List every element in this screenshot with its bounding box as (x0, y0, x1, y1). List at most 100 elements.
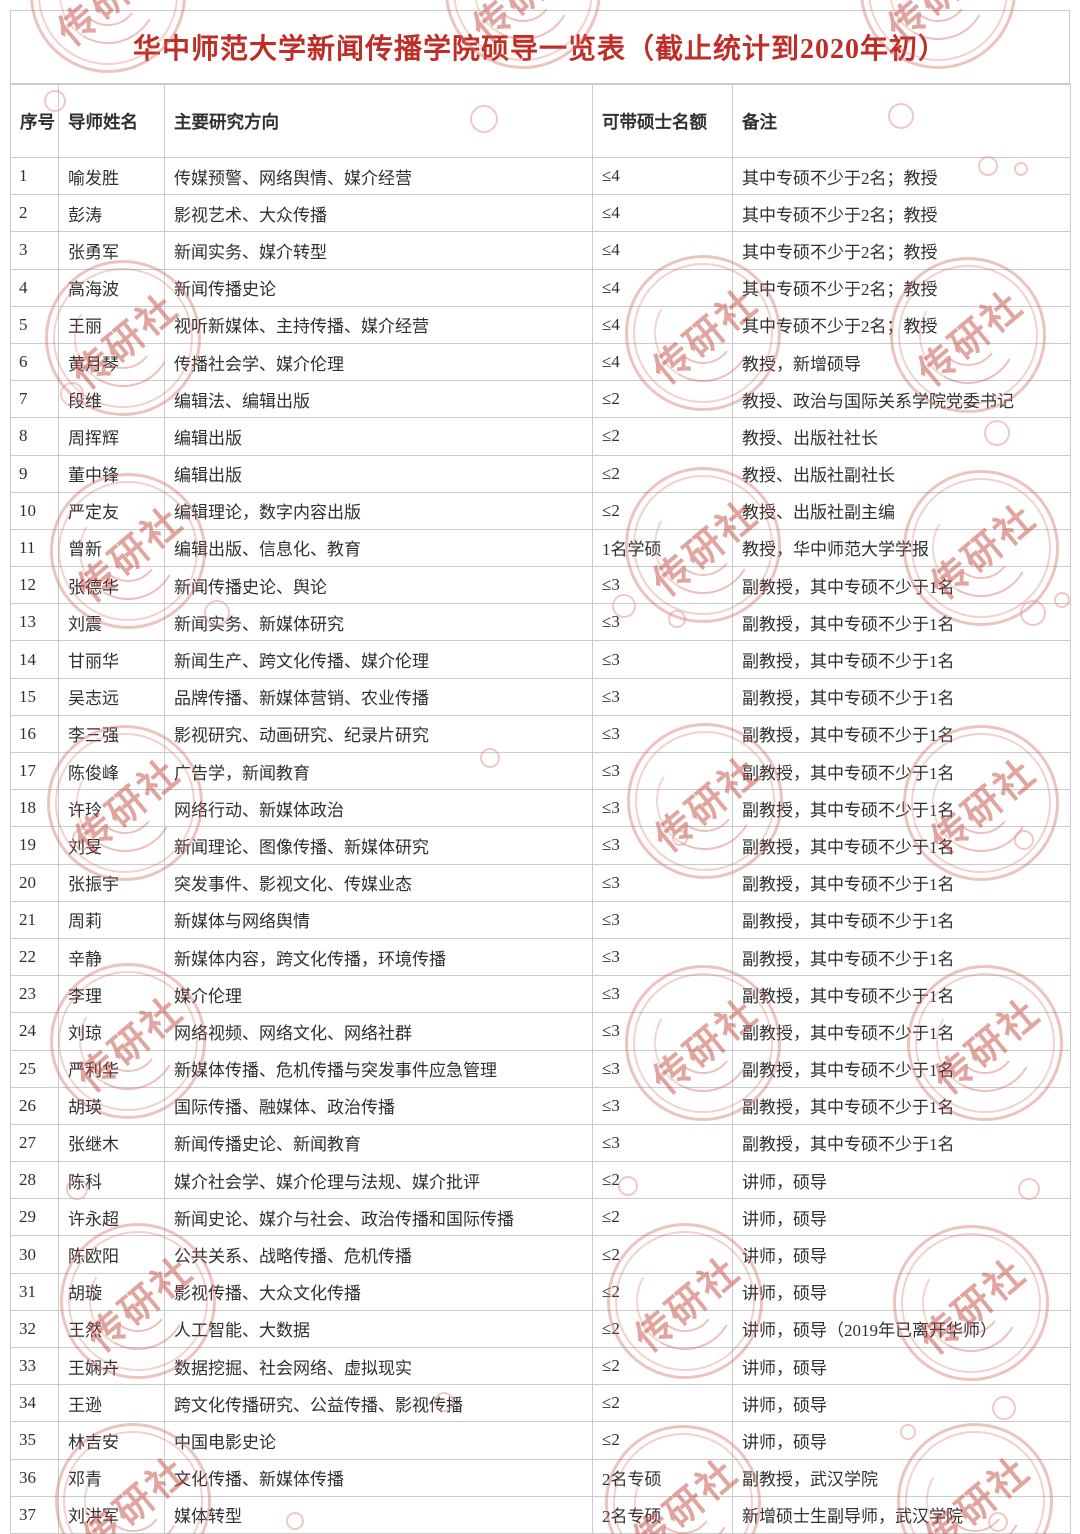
column-header-quota: 可带硕士名额 (592, 84, 733, 158)
research-direction: 视听新媒体、主持传播、媒介经营 (164, 305, 593, 344)
table-row: 22 辛静 新媒体内容，跨文化传播，环境传播 ≤3 副教授，其中专硕不少于1名 (10, 937, 1071, 977)
research-direction: 传媒预警、网络舆情、媒介经营 (164, 156, 593, 196)
remark: 教授、出版社社长 (732, 417, 1071, 456)
table-row: 9 董中锋 编辑出版 ≤2 教授、出版社副社长 (10, 454, 1071, 493)
remark: 副教授，其中专硕不少于1名 (732, 603, 1071, 642)
supervisor-name: 王娴卉 (58, 1346, 165, 1386)
table-row: 34 王逊 跨文化传播研究、公益传播、影视传播 ≤2 讲师，硕导 (10, 1384, 1071, 1423)
remark: 副教授，其中专硕不少于1名 (732, 677, 1071, 716)
research-direction: 新媒体与网络舆情 (164, 900, 593, 939)
quota: ≤3 (592, 789, 733, 828)
supervisor-name: 胡璇 (58, 1272, 165, 1311)
supervisor-name: 高海波 (58, 268, 165, 307)
row-number: 10 (10, 491, 59, 530)
quota: ≤2 (592, 1161, 733, 1200)
supervisor-name: 许玲 (58, 789, 165, 828)
remark: 副教授，其中专硕不少于1名 (732, 937, 1071, 977)
remark: 副教授，其中专硕不少于1名 (732, 1049, 1071, 1088)
research-direction: 媒介伦理 (164, 975, 593, 1014)
remark: 副教授，其中专硕不少于1名 (732, 789, 1071, 828)
row-number: 33 (10, 1346, 59, 1386)
table-row: 21 周莉 新媒体与网络舆情 ≤3 副教授，其中专硕不少于1名 (10, 900, 1071, 939)
remark: 副教授，其中专硕不少于1名 (732, 900, 1071, 939)
remark: 讲师，硕导 (732, 1161, 1071, 1200)
row-number: 13 (10, 603, 59, 642)
supervisor-name: 吴志远 (58, 677, 165, 716)
quota: ≤3 (592, 566, 733, 605)
table-row: 4 高海波 新闻传播史论 ≤4 其中专硕不少于2名；教授 (10, 268, 1071, 307)
supervisor-name: 彭涛 (58, 194, 165, 233)
supervisor-name: 周挥辉 (58, 417, 165, 456)
title-box: 华中师范大学新闻传播学院硕导一览表（截止统计到2020年初） (10, 10, 1070, 84)
research-direction: 新闻理论、图像传播、新媒体研究 (164, 826, 593, 865)
supervisor-name: 张德华 (58, 566, 165, 605)
remark: 副教授，其中专硕不少于1名 (732, 1012, 1071, 1051)
table-row: 10 严定友 编辑理论，数字内容出版 ≤2 教授、出版社副主编 (10, 491, 1071, 530)
research-direction: 编辑法、编辑出版 (164, 380, 593, 419)
row-number: 14 (10, 640, 59, 679)
quota: ≤3 (592, 640, 733, 679)
research-direction: 编辑出版、信息化、教育 (164, 528, 593, 568)
quota: ≤3 (592, 714, 733, 754)
supervisor-name: 黄月琴 (58, 342, 165, 382)
column-header-name: 导师姓名 (58, 84, 165, 158)
research-direction: 公共关系、战略传播、危机传播 (164, 1235, 593, 1274)
row-number: 22 (10, 937, 59, 977)
table-row: 13 刘震 新闻实务、新媒体研究 ≤3 副教授，其中专硕不少于1名 (10, 603, 1071, 642)
remark: 其中专硕不少于2名；教授 (732, 305, 1071, 344)
supervisor-name: 辛静 (58, 937, 165, 977)
supervisor-name: 严利华 (58, 1049, 165, 1088)
row-number: 18 (10, 789, 59, 828)
research-direction: 新闻实务、新媒体研究 (164, 603, 593, 642)
row-number: 29 (10, 1198, 59, 1237)
remark: 教授、政治与国际关系学院党委书记 (732, 380, 1071, 419)
supervisor-name: 张继木 (58, 1123, 165, 1163)
research-direction: 数据挖掘、社会网络、虚拟现实 (164, 1346, 593, 1386)
remark: 讲师，硕导 (732, 1346, 1071, 1386)
row-number: 34 (10, 1384, 59, 1423)
supervisor-name: 喻发胜 (58, 156, 165, 196)
remark: 讲师，硕导 (732, 1421, 1071, 1460)
quota: ≤2 (592, 1346, 733, 1386)
table-row: 33 王娴卉 数据挖掘、社会网络、虚拟现实 ≤2 讲师，硕导 (10, 1346, 1071, 1386)
table-row: 31 胡璇 影视传播、大众文化传播 ≤2 讲师，硕导 (10, 1272, 1071, 1311)
row-number: 3 (10, 231, 59, 270)
quota: ≤2 (592, 1272, 733, 1311)
table-row: 1 喻发胜 传媒预警、网络舆情、媒介经营 ≤4 其中专硕不少于2名；教授 (10, 156, 1071, 196)
table-row: 11 曾新 编辑出版、信息化、教育 1名学硕 教授，华中师范大学学报 (10, 528, 1071, 568)
quota: ≤2 (592, 380, 733, 419)
table-row: 7 段维 编辑法、编辑出版 ≤2 教授、政治与国际关系学院党委书记 (10, 380, 1071, 419)
research-direction: 突发事件、影视文化、传媒业态 (164, 863, 593, 902)
research-direction: 编辑理论，数字内容出版 (164, 491, 593, 530)
page-title: 华中师范大学新闻传播学院硕导一览表（截止统计到2020年初） (132, 34, 947, 65)
table-row: 2 彭涛 影视艺术、大众传播 ≤4 其中专硕不少于2名；教授 (10, 194, 1071, 233)
research-direction: 影视传播、大众文化传播 (164, 1272, 593, 1311)
remark: 副教授，其中专硕不少于1名 (732, 1086, 1071, 1125)
row-number: 7 (10, 380, 59, 419)
research-direction: 媒体转型 (164, 1495, 593, 1534)
supervisor-name: 许永超 (58, 1198, 165, 1237)
research-direction: 文化传播、新媒体传播 (164, 1458, 593, 1497)
quota: ≤2 (592, 1198, 733, 1237)
row-number: 25 (10, 1049, 59, 1088)
table-row: 3 张勇军 新闻实务、媒介转型 ≤4 其中专硕不少于2名；教授 (10, 231, 1071, 270)
row-number: 20 (10, 863, 59, 902)
remark: 副教授，其中专硕不少于1名 (732, 1123, 1071, 1163)
research-direction: 影视艺术、大众传播 (164, 194, 593, 233)
quota: ≤4 (592, 156, 733, 196)
table-row: 16 李三强 影视研究、动画研究、纪录片研究 ≤3 副教授，其中专硕不少于1名 (10, 714, 1071, 754)
remark: 新增硕士生副导师，武汉学院 (732, 1495, 1071, 1534)
research-direction: 新闻生产、跨文化传播、媒介伦理 (164, 640, 593, 679)
supervisor-name: 陈欧阳 (58, 1235, 165, 1274)
table-row: 29 许永超 新闻史论、媒介与社会、政治传播和国际传播 ≤2 讲师，硕导 (10, 1198, 1071, 1237)
quota: ≤2 (592, 491, 733, 530)
supervisors-table: 序号 导师姓名 主要研究方向 可带硕士名额 备注 1 喻发胜 传媒预警、网络舆情、媒… (10, 84, 1071, 1534)
remark: 副教授，其中专硕不少于1名 (732, 975, 1071, 1014)
table-row: 23 李理 媒介伦理 ≤3 副教授，其中专硕不少于1名 (10, 975, 1071, 1014)
supervisor-name: 曾新 (58, 528, 165, 568)
quota: ≤2 (592, 454, 733, 493)
remark: 副教授，其中专硕不少于1名 (732, 826, 1071, 865)
supervisor-name: 刘琼 (58, 1012, 165, 1051)
row-number: 12 (10, 566, 59, 605)
quota: ≤3 (592, 1123, 733, 1163)
